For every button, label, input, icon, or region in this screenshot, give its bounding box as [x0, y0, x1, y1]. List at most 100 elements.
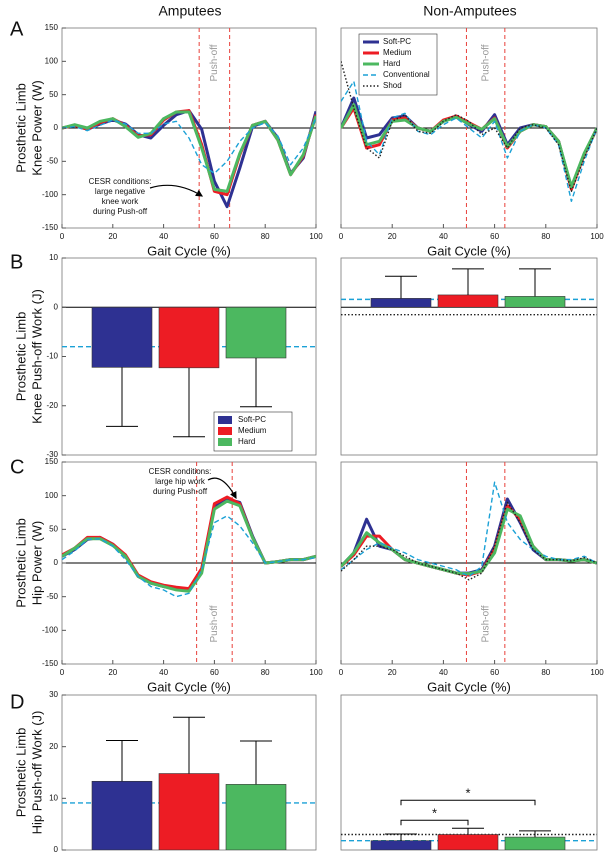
- y-axis-label: Prosthetic Limb: [13, 312, 28, 402]
- y-tick-label: 0: [54, 123, 59, 132]
- plot-layer: [341, 462, 597, 664]
- panel-letter: A: [10, 18, 24, 40]
- legend-label: Medium: [238, 426, 267, 435]
- annotation: CESR conditions:: [149, 467, 212, 476]
- legend-label: Hard: [383, 59, 400, 68]
- column-title: Non-Amputees: [423, 3, 516, 19]
- plot-layer: [341, 268, 597, 316]
- annotation: large hip work: [155, 477, 206, 486]
- legend-label: Conventional: [383, 70, 430, 79]
- legend-swatch: [218, 427, 232, 435]
- y-tick-label: -30: [46, 450, 58, 459]
- y-axis-label: Hip Push-off Work (J): [29, 711, 44, 835]
- y-tick-label: 100: [45, 491, 59, 500]
- series-line: [62, 515, 316, 598]
- significance-bracket: [400, 799, 536, 806]
- x-tick-label: 40: [439, 232, 448, 241]
- plot-layer: [62, 462, 316, 664]
- y-tick-label: 0: [54, 558, 59, 567]
- x-axis-label: Gait Cycle (%): [427, 243, 511, 258]
- series-line: [341, 501, 597, 581]
- bar: [225, 306, 287, 359]
- significance-bracket: [400, 819, 469, 826]
- bar: [158, 773, 220, 850]
- x-tick-label: 20: [388, 668, 397, 677]
- x-tick-label: 0: [339, 668, 344, 677]
- x-tick-label: 40: [439, 668, 448, 677]
- x-tick-label: 20: [108, 668, 117, 677]
- annotation: CESR conditions:: [89, 177, 152, 186]
- x-tick-label: 60: [210, 668, 219, 677]
- plot-area: [340, 694, 598, 851]
- series-line: [62, 117, 316, 175]
- x-tick-label: 80: [261, 232, 270, 241]
- x-tick-label: 100: [590, 668, 604, 677]
- series-line: [341, 481, 597, 578]
- y-axis-label: Knee Push-off Work (J): [29, 289, 44, 424]
- y-tick-label: -100: [42, 190, 59, 199]
- y-tick-label: -20: [46, 401, 58, 410]
- panel-letter: C: [10, 456, 24, 478]
- x-tick-label: 0: [60, 232, 65, 241]
- x-tick-label: 40: [159, 668, 168, 677]
- y-tick-label: 50: [49, 524, 58, 533]
- y-axis-label: Hip Power (W): [29, 521, 44, 606]
- x-tick-label: 0: [60, 668, 65, 677]
- y-tick-label: 0: [54, 302, 59, 311]
- push-off-label: Push-off: [209, 605, 220, 642]
- bar: [504, 296, 566, 308]
- x-tick-label: 80: [541, 668, 550, 677]
- y-tick-label: -50: [46, 156, 58, 165]
- y-tick-label: 100: [45, 56, 59, 65]
- bar: [370, 840, 432, 850]
- series-line: [341, 61, 597, 193]
- series-line: [62, 110, 316, 193]
- x-tick-label: 100: [309, 232, 323, 241]
- plot-layer: [341, 827, 597, 850]
- significance-label: *: [465, 786, 470, 801]
- legend-swatch: [218, 416, 232, 424]
- push-off-label: Push-off: [209, 44, 220, 81]
- push-off-label: Push-off: [480, 44, 491, 81]
- y-tick-label: 0: [54, 845, 59, 854]
- annotation: during Push-off: [153, 487, 208, 496]
- bar: [370, 298, 432, 308]
- y-tick-label: 50: [49, 90, 58, 99]
- x-tick-label: 100: [590, 232, 604, 241]
- legend-label: Soft-PC: [383, 37, 411, 46]
- x-tick-label: 60: [490, 232, 499, 241]
- y-tick-label: -100: [42, 625, 59, 634]
- plot-layer: [341, 28, 597, 228]
- y-axis-label: Knee Power (W): [29, 80, 44, 175]
- y-tick-label: -150: [42, 659, 59, 668]
- bar: [437, 834, 499, 850]
- legend-swatch: [218, 438, 232, 446]
- annotation-arrow: [207, 477, 237, 500]
- y-axis-label: Prosthetic Limb: [13, 518, 28, 608]
- bar: [437, 294, 499, 308]
- legend-label: Hard: [238, 437, 255, 446]
- x-tick-label: 20: [388, 232, 397, 241]
- x-tick-label: 60: [490, 668, 499, 677]
- significance-label: *: [432, 806, 437, 821]
- x-axis-label: Gait Cycle (%): [427, 679, 511, 694]
- panel-letter: B: [10, 251, 23, 273]
- legend-label: Soft-PC: [238, 415, 266, 424]
- x-tick-label: 0: [339, 232, 344, 241]
- x-axis-label: Gait Cycle (%): [147, 243, 231, 258]
- bar: [91, 780, 153, 850]
- y-tick-label: -50: [46, 592, 58, 601]
- bar: [225, 784, 287, 850]
- push-off-label: Push-off: [480, 605, 491, 642]
- x-tick-label: 60: [210, 232, 219, 241]
- bar: [91, 306, 153, 368]
- y-tick-label: 20: [49, 742, 58, 751]
- x-tick-label: 40: [159, 232, 168, 241]
- plot-layer: [62, 306, 316, 438]
- legend-label: Medium: [383, 48, 412, 57]
- series-line: [341, 103, 597, 189]
- y-tick-label: -150: [42, 223, 59, 232]
- column-title: Amputees: [158, 3, 221, 19]
